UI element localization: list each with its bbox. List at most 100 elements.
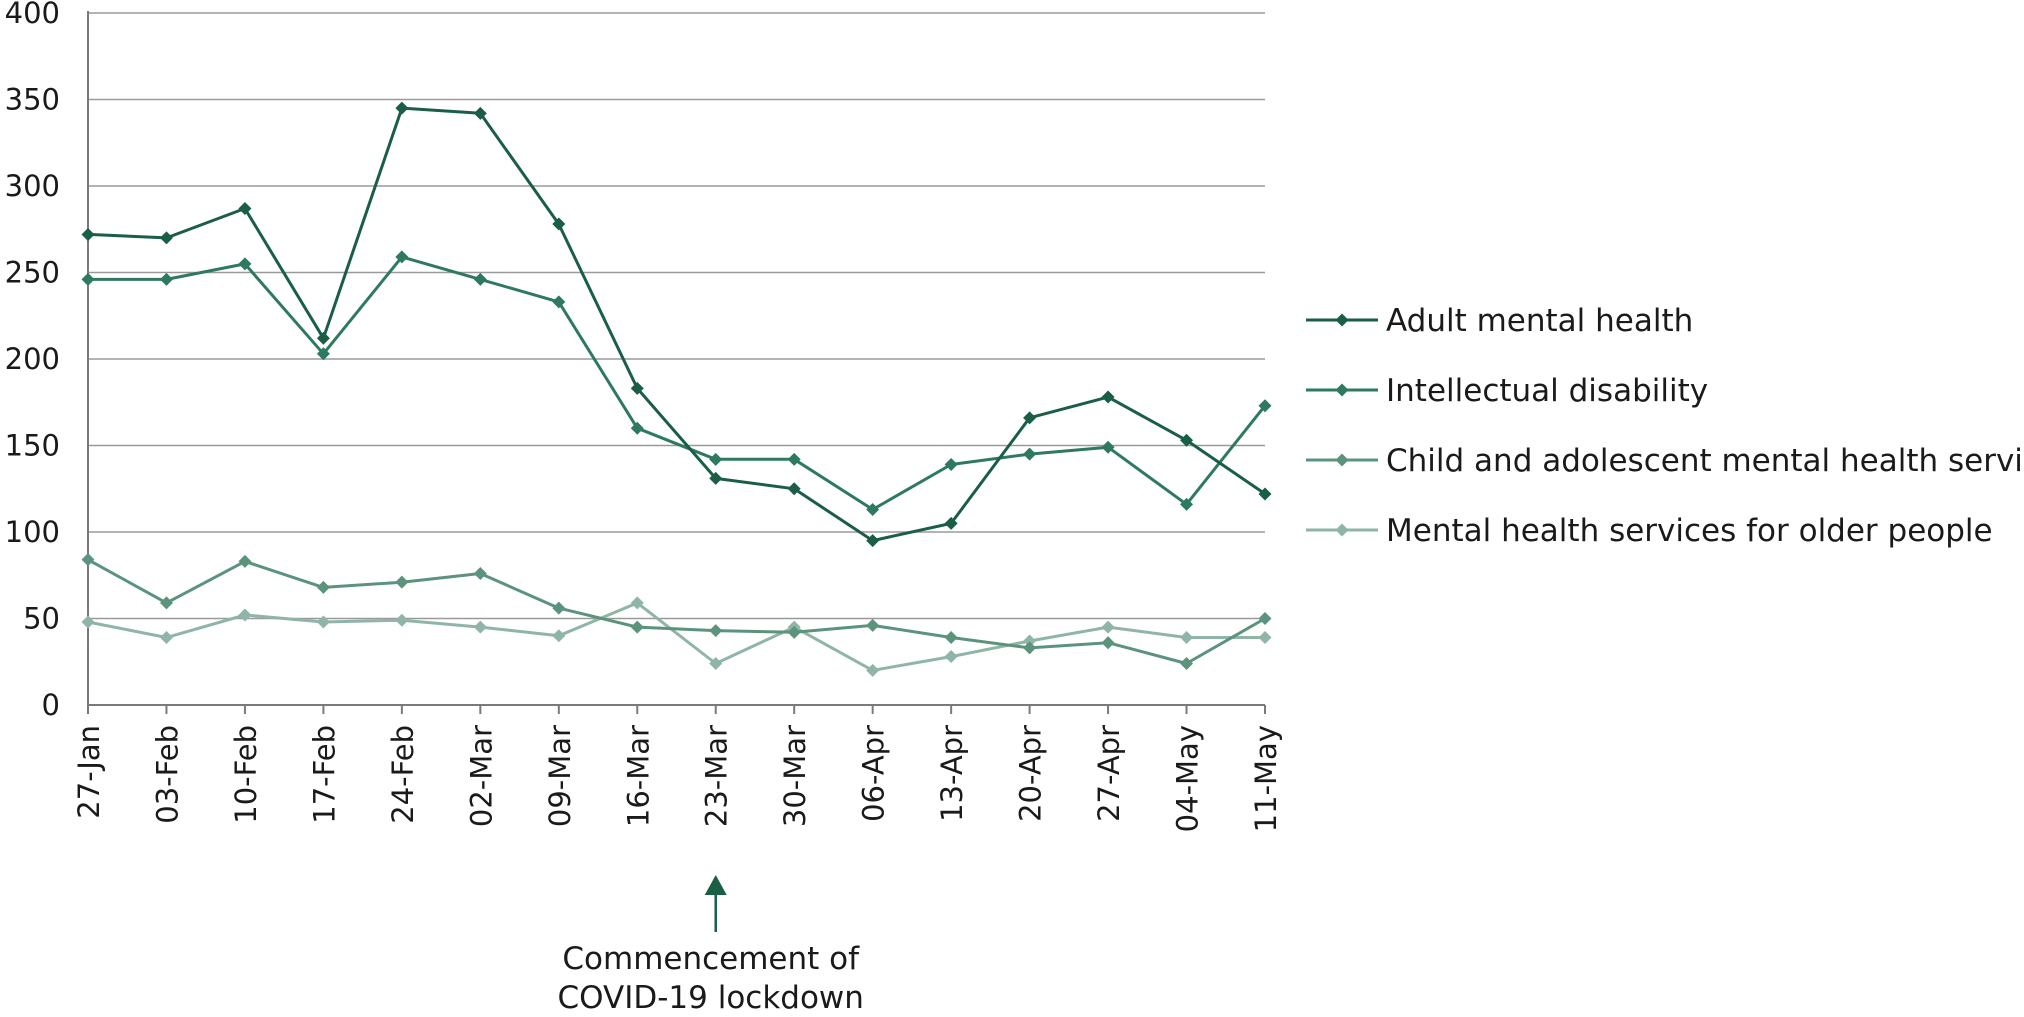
data-point xyxy=(1180,656,1194,670)
data-point xyxy=(395,101,409,115)
data-point xyxy=(709,452,723,466)
data-point xyxy=(552,601,566,615)
data-point xyxy=(316,615,330,629)
y-tick-label: 350 xyxy=(5,83,60,117)
series-line xyxy=(88,255,1267,511)
data-point xyxy=(1023,641,1037,655)
legend-marker-icon xyxy=(1335,523,1349,537)
data-point xyxy=(1258,487,1272,501)
data-point xyxy=(1101,636,1115,650)
annotation-text-line-1: Commencement of xyxy=(562,941,860,977)
series-line xyxy=(87,558,1266,665)
x-tick-label: 16-Mar xyxy=(621,725,655,827)
data-point xyxy=(473,567,487,581)
x-tick-label: 13-Apr xyxy=(935,725,969,822)
x-tick-label: 27-Apr xyxy=(1092,725,1126,822)
legend: Adult mental health Intellectual disabili… xyxy=(1306,303,2024,549)
data-point xyxy=(552,295,566,309)
annotation-arrow-icon xyxy=(704,875,727,895)
x-tick-label: 02-Mar xyxy=(464,725,498,827)
legend-label: Adult mental health xyxy=(1386,303,1693,339)
data-point xyxy=(709,471,723,485)
data-point xyxy=(630,421,644,435)
data-point xyxy=(866,663,880,677)
x-tick-label: 27-Jan xyxy=(72,725,106,819)
y-tick-label: 0 xyxy=(42,688,60,722)
x-tick-label: 24-Feb xyxy=(386,725,420,824)
x-tick-label: 09-Mar xyxy=(543,725,577,827)
x-tick-label: 04-May xyxy=(1171,725,1205,832)
data-point xyxy=(787,482,801,496)
data-point xyxy=(316,331,330,345)
legend-label: Child and adolescent mental health servi… xyxy=(1386,443,2024,479)
data-point xyxy=(709,656,723,670)
x-tick-label: 10-Feb xyxy=(229,725,263,824)
data-point xyxy=(159,596,173,610)
data-point xyxy=(238,201,252,215)
data-point xyxy=(473,272,487,286)
data-point xyxy=(316,347,330,361)
legend-label: Mental health services for older people xyxy=(1386,513,1993,549)
legend-item: Mental health services for older people xyxy=(1306,513,1993,549)
data-point xyxy=(1180,631,1194,645)
y-tick-label: 50 xyxy=(23,602,60,636)
legend-item: Child and adolescent mental health servi… xyxy=(1306,443,2024,479)
legend-item: Adult mental health xyxy=(1306,303,1693,339)
y-tick-label: 100 xyxy=(5,515,60,549)
data-point xyxy=(1023,411,1037,425)
data-point xyxy=(944,650,958,664)
data-point xyxy=(395,250,409,264)
x-tick-label: 20-Apr xyxy=(1014,725,1048,822)
data-point xyxy=(630,596,644,610)
x-tick-label: 03-Feb xyxy=(150,725,184,824)
data-point xyxy=(1258,399,1272,413)
data-point xyxy=(866,618,880,632)
data-point xyxy=(473,106,487,120)
legend-marker-icon xyxy=(1335,453,1349,467)
data-point xyxy=(1101,390,1115,404)
x-tick-label: 17-Feb xyxy=(307,725,341,824)
x-tick-label: 30-Mar xyxy=(778,725,812,827)
data-point xyxy=(81,272,95,286)
data-point xyxy=(787,452,801,466)
data-point xyxy=(395,613,409,627)
data-point xyxy=(944,458,958,472)
x-tick-label: 06-Apr xyxy=(857,725,891,822)
data-point xyxy=(159,631,173,645)
data-point xyxy=(1180,497,1194,511)
data-point xyxy=(395,575,409,589)
y-tick-label: 200 xyxy=(5,342,60,376)
data-point xyxy=(1023,447,1037,461)
data-point xyxy=(238,608,252,622)
data-point xyxy=(159,272,173,286)
series-0 xyxy=(81,101,1272,548)
series-layer xyxy=(81,101,1272,677)
data-point xyxy=(238,554,252,568)
data-point xyxy=(1101,440,1115,454)
legend-item: Intellectual disability xyxy=(1306,373,1708,409)
y-tick-label: 400 xyxy=(5,0,60,30)
legend-marker-icon xyxy=(1335,383,1349,397)
data-point xyxy=(159,231,173,245)
data-point xyxy=(81,553,95,567)
data-point xyxy=(1101,620,1115,634)
x-tick-label: 11-May xyxy=(1249,725,1283,832)
data-point xyxy=(1258,631,1272,645)
series-2 xyxy=(81,553,1272,670)
legend-label: Intellectual disability xyxy=(1386,373,1708,409)
lockdown-annotation: Commencement of COVID-19 lockdown xyxy=(558,875,864,1016)
annotation-text-line-2: COVID-19 lockdown xyxy=(558,980,864,1016)
series-3 xyxy=(81,596,1272,677)
data-point xyxy=(238,257,252,271)
data-point xyxy=(316,580,330,594)
data-point xyxy=(630,620,644,634)
data-point xyxy=(473,620,487,634)
series-line xyxy=(87,601,1265,672)
y-tick-label: 300 xyxy=(5,169,60,203)
data-point xyxy=(1023,634,1037,648)
data-point xyxy=(630,381,644,395)
axes: 0 50 100 150 200 250 300 350 400 27-Jan 03-Feb 10-F… xyxy=(5,0,1283,832)
series-line xyxy=(87,106,1266,543)
y-tick-label: 250 xyxy=(5,256,60,290)
